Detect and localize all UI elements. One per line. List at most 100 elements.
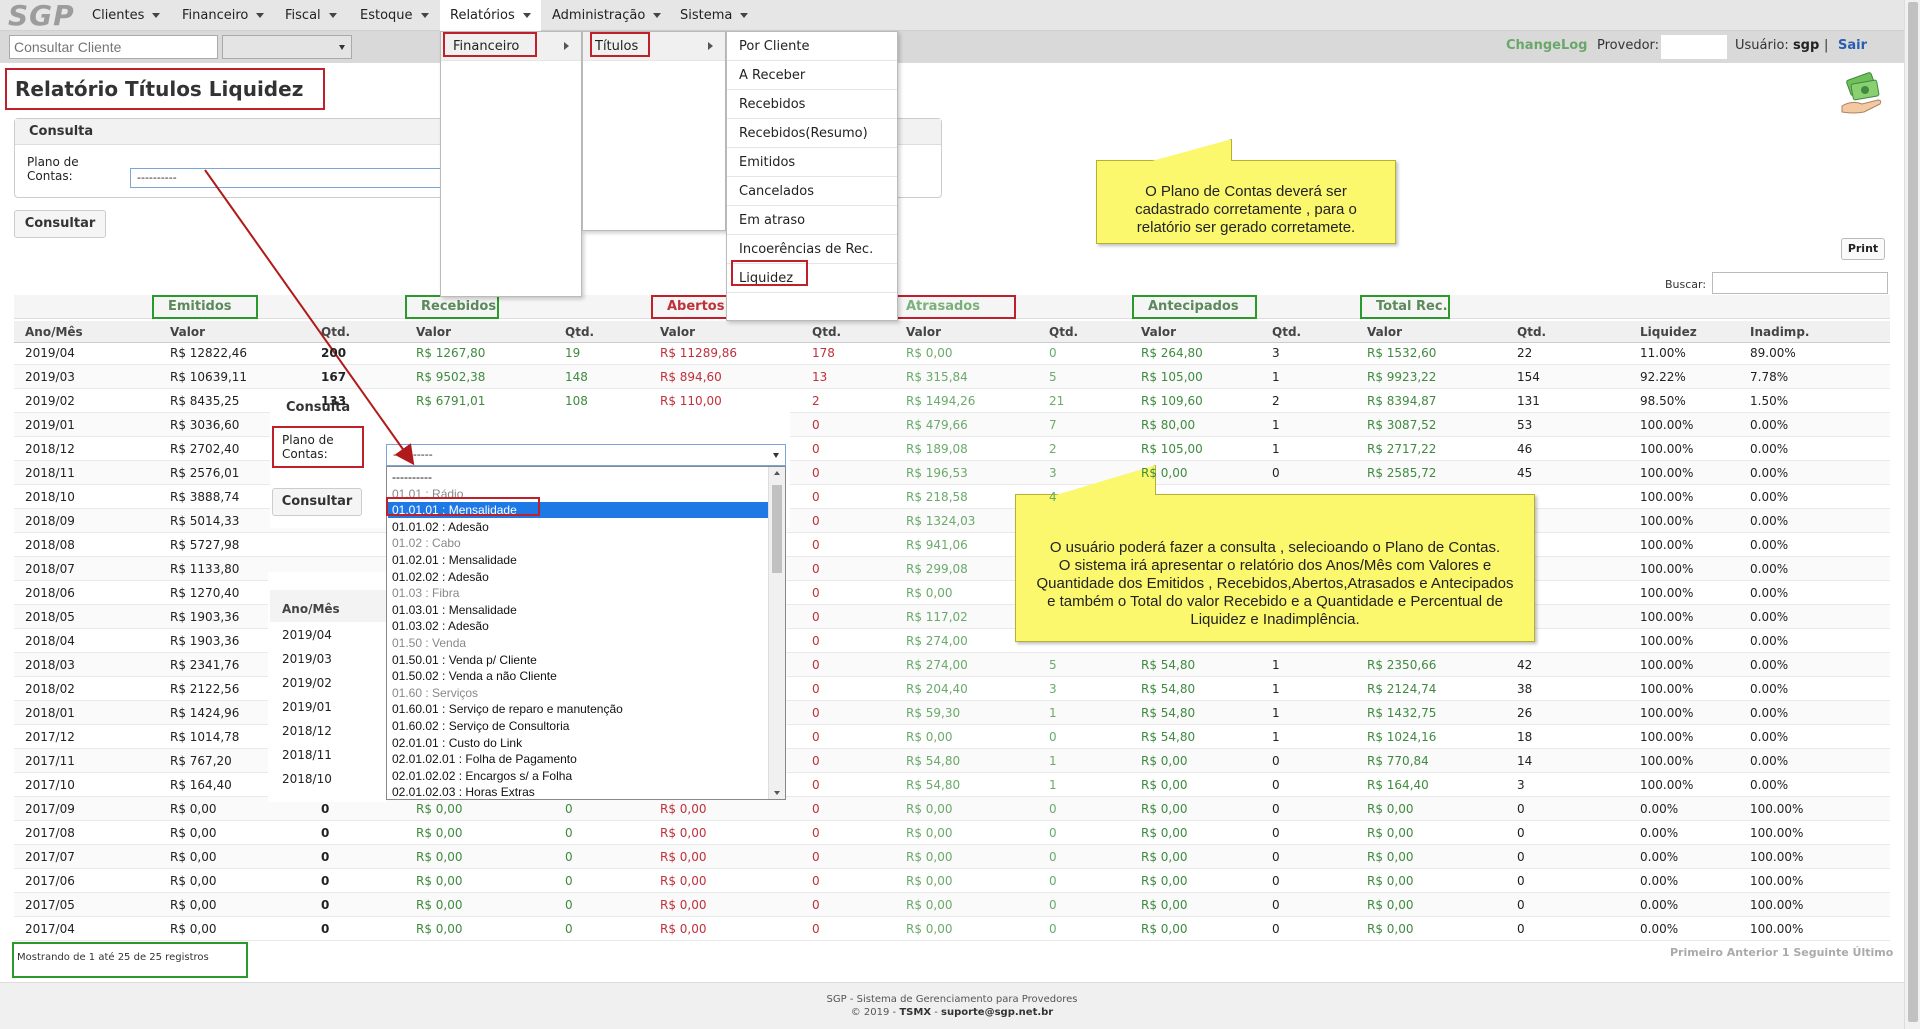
- menu-item-financeiro[interactable]: Financeiro: [441, 32, 581, 61]
- column-header[interactable]: Ano/Mês: [25, 325, 83, 339]
- options-scrollbar[interactable]: [768, 467, 785, 799]
- client-select[interactable]: [222, 35, 352, 59]
- plano-option[interactable]: 02.01.02.03 : Horas Extras: [392, 785, 535, 800]
- table-cell: 2: [1049, 442, 1057, 456]
- column-header[interactable]: Qtd.: [321, 325, 351, 339]
- table-cell: R$ 0,00: [906, 922, 953, 936]
- table-cell: R$ 2702,40: [170, 442, 240, 456]
- plano-option[interactable]: 01.50.01 : Venda p/ Cliente: [392, 652, 537, 667]
- column-header[interactable]: Qtd.: [1049, 325, 1079, 339]
- plano-de-contas-dropdown[interactable]: ----------: [386, 444, 786, 466]
- menu-item-titulos-option[interactable]: Por Cliente: [727, 32, 897, 61]
- plano-option[interactable]: 02.01.01 : Custo do Link: [392, 735, 523, 750]
- plano-option[interactable]: 01.03 : Fibra: [392, 586, 460, 601]
- table-row: [14, 341, 1890, 365]
- highlight-liquidez: [731, 260, 808, 286]
- plano-de-contas-select[interactable]: ----------: [130, 168, 460, 188]
- menu-item-titulos-option[interactable]: A Receber: [727, 61, 897, 90]
- nav-estoque[interactable]: Estoque: [350, 0, 439, 31]
- plano-option[interactable]: 01.02.01 : Mensalidade: [392, 553, 517, 567]
- plano-option[interactable]: 01.50 : Venda: [392, 636, 467, 650]
- table-cell: R$ 0,00: [416, 922, 463, 936]
- plano-option[interactable]: ----------: [392, 470, 432, 484]
- plano-option[interactable]: 01.01.02 : Adesão: [392, 519, 489, 534]
- nav-financeiro[interactable]: Financeiro: [172, 0, 274, 31]
- column-header[interactable]: Qtd.: [1272, 325, 1302, 339]
- plano-de-contas-label: Plano de Contas:: [27, 155, 79, 183]
- table-cell: 0.00%: [1640, 874, 1679, 888]
- plano-option[interactable]: 01.02.02 : Adesão: [392, 569, 489, 584]
- nav-fiscal[interactable]: Fiscal: [275, 0, 347, 31]
- table-row: [14, 437, 1890, 461]
- footer-sep: -: [931, 1007, 941, 1018]
- table-cell: R$ 1133,80: [170, 562, 240, 576]
- column-header[interactable]: Qtd.: [812, 325, 842, 339]
- plano-option[interactable]: 01.50.02 : Venda a não Cliente: [392, 669, 557, 684]
- sair-link[interactable]: Sair: [1838, 38, 1868, 53]
- nav-label: Clientes: [92, 8, 145, 23]
- column-header[interactable]: Qtd.: [1517, 325, 1547, 339]
- column-header[interactable]: Valor: [660, 325, 696, 339]
- table-cell: 0: [812, 466, 820, 480]
- plano-option[interactable]: 02.01.02.02 : Encargos s/ a Folha: [392, 768, 573, 783]
- scroll-up-icon[interactable]: [774, 471, 780, 475]
- column-header[interactable]: Valor: [906, 325, 942, 339]
- sgp-logo[interactable]: SGP: [8, 0, 75, 32]
- plano-option[interactable]: 01.60.02 : Serviço de Consultoria: [392, 719, 570, 733]
- table-cell: R$ 110,00: [660, 394, 722, 408]
- column-header[interactable]: Valor: [1141, 325, 1177, 339]
- plano-option[interactable]: 01.60.01 : Serviço de reparo e manutençã…: [392, 702, 623, 717]
- scroll-down-icon[interactable]: [774, 791, 780, 795]
- menu-label: Títulos: [595, 39, 639, 54]
- plano-option[interactable]: 01.02 : Cabo: [392, 536, 461, 551]
- column-header[interactable]: Qtd.: [565, 325, 595, 339]
- footer-email[interactable]: suporte@sgp.net.br: [941, 1007, 1054, 1018]
- table-cell: 133: [321, 394, 347, 408]
- table-cell: 0.00%: [1750, 754, 1789, 768]
- menu-item-titulos-option[interactable]: Em atraso: [727, 206, 897, 235]
- menu-item-titulos-option[interactable]: Cancelados: [727, 177, 897, 206]
- provedor-field[interactable]: [1661, 35, 1727, 59]
- menu-item-titulos-option[interactable]: Recebidos(Resumo): [727, 119, 897, 148]
- table-cell: R$ 315,84: [906, 370, 968, 384]
- note-line: Quantidade dos Emitidos , Recebidos,Aber…: [1036, 575, 1514, 592]
- table-cell: 0: [1517, 922, 1525, 936]
- plano-option[interactable]: 01.03.02 : Adesão: [392, 619, 489, 634]
- inset-consultar-button[interactable]: Consultar: [272, 488, 362, 516]
- print-button[interactable]: Print: [1841, 238, 1885, 260]
- column-header[interactable]: Valor: [170, 325, 206, 339]
- nav-administracao[interactable]: Administração: [542, 0, 671, 31]
- plano-de-contas-options[interactable]: ---------- 01.01 : Rádio 01.01.01 : Mensal…: [386, 466, 786, 800]
- pagination[interactable]: Primeiro Anterior 1 Seguinte Último: [1670, 946, 1894, 959]
- nav-clientes[interactable]: Clientes: [82, 0, 170, 31]
- table-cell: 0: [1272, 466, 1280, 480]
- scrollbar-thumb[interactable]: [1908, 2, 1918, 1022]
- column-header[interactable]: Liquidez: [1640, 325, 1697, 339]
- menu-item-titulos-option[interactable]: Incoerências de Rec.: [727, 235, 897, 264]
- note-plano-de-contas: O Plano de Contas deverá ser cadastrado …: [1096, 139, 1396, 244]
- consultar-button[interactable]: Consultar: [14, 210, 106, 238]
- column-header[interactable]: Valor: [1367, 325, 1403, 339]
- menu-item-titulos-option[interactable]: Liquidez: [727, 264, 897, 293]
- nav-sistema[interactable]: Sistema: [670, 0, 758, 31]
- nav-label: Fiscal: [285, 8, 321, 23]
- plano-option[interactable]: 02.01.02.01 : Folha de Pagamento: [392, 752, 577, 767]
- changelog-link[interactable]: ChangeLog: [1506, 38, 1588, 53]
- menu-label: Financeiro: [453, 39, 520, 54]
- plano-option[interactable]: 01.03.01 : Mensalidade: [392, 602, 517, 617]
- nav-relatorios[interactable]: Relatórios: [440, 0, 541, 31]
- table-cell: R$ 1270,40: [170, 586, 240, 600]
- page-scrollbar[interactable]: [1904, 0, 1920, 1029]
- plano-option[interactable]: 01.60 : Serviços: [392, 685, 479, 700]
- menu-item-titulos-option[interactable]: Emitidos: [727, 148, 897, 177]
- buscar-input[interactable]: [1712, 272, 1888, 294]
- consultar-cliente-input[interactable]: [9, 35, 218, 59]
- column-header[interactable]: Valor: [416, 325, 452, 339]
- table-cell: 0.00%: [1750, 586, 1789, 600]
- table-cell: 0.00%: [1750, 730, 1789, 744]
- table-cell: 100.00%: [1640, 730, 1694, 744]
- menu-item-titulos-option[interactable]: Recebidos: [727, 90, 897, 119]
- group-atrasados: Atrasados: [890, 295, 1016, 319]
- column-header[interactable]: Inadimp.: [1750, 325, 1810, 339]
- scrollbar-thumb[interactable]: [772, 485, 782, 573]
